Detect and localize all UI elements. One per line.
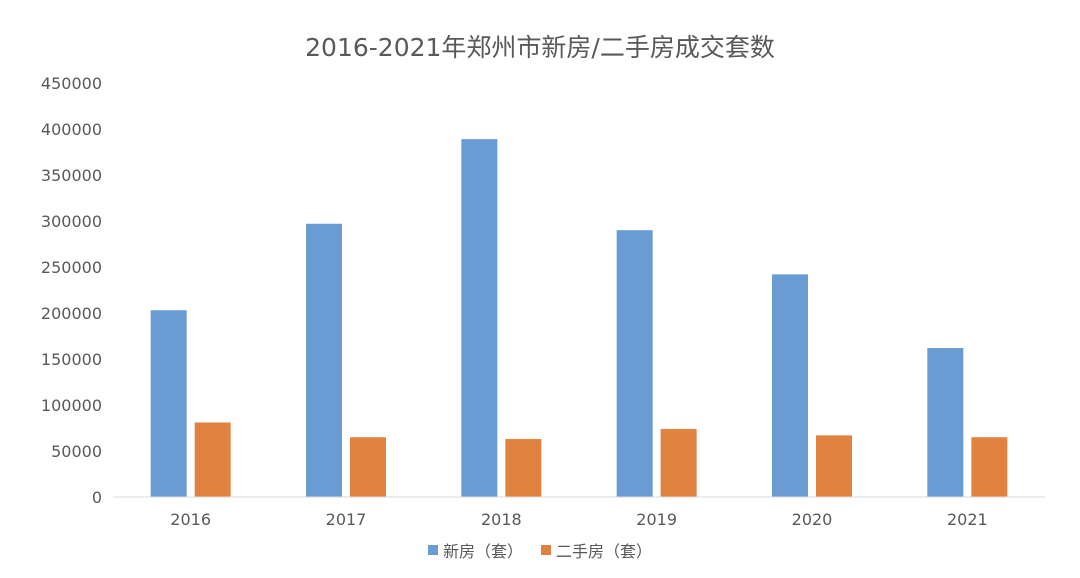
bar-second-hand-house-2018 (505, 439, 542, 497)
y-tick-label: 0 (92, 488, 102, 507)
bar-new-house-2018 (461, 139, 498, 497)
y-tick-label: 100000 (41, 396, 102, 415)
y-tick-label: 350000 (41, 166, 102, 185)
x-tick-label: 2019 (636, 510, 677, 529)
bar-second-hand-house-2021 (971, 437, 1008, 497)
y-tick-label: 200000 (41, 304, 102, 323)
y-tick-label: 250000 (41, 258, 102, 277)
x-tick-label: 2017 (326, 510, 367, 529)
x-tick-label: 2018 (481, 510, 522, 529)
legend-swatch (541, 545, 551, 555)
legend-swatch (427, 545, 438, 555)
bar-second-hand-house-2020 (816, 435, 852, 497)
y-axis-labels: 0 50000 100000 150000 200000 250000 300000 3500… (41, 74, 102, 507)
legend-label: 新房（套） (442, 542, 523, 561)
legend: 新房（套） 二手房（套） (0, 538, 1080, 562)
bar-new-house-2020 (772, 274, 808, 497)
bar-second-hand-house-2019 (660, 428, 697, 497)
y-tick-label: 400000 (41, 120, 102, 139)
bar-new-house-2019 (616, 230, 653, 497)
bar-second-hand-house-2016 (194, 422, 231, 497)
bar-new-house-2021 (927, 347, 964, 497)
x-tick-label: 2016 (170, 510, 211, 529)
chart-title: 2016-2021年郑州市新房/二手房成交套数 (305, 33, 775, 62)
legend-item: 新房（套） (427, 538, 523, 562)
bar-new-house-2017 (306, 223, 342, 497)
x-tick-label: 2020 (792, 510, 833, 529)
legend-label: 二手房（套） (556, 542, 653, 561)
x-axis-labels: 2016 2017 2018 2019 2020 2021 (170, 510, 987, 529)
legend-item: 二手房（套） (541, 538, 652, 562)
bars (150, 139, 1008, 497)
y-tick-label: 50000 (51, 442, 102, 461)
bar-new-house-2016 (150, 310, 187, 497)
bar-second-hand-house-2017 (350, 437, 386, 497)
x-tick-label: 2021 (947, 510, 988, 529)
y-tick-label: 150000 (41, 350, 102, 369)
y-tick-label: 300000 (41, 212, 102, 231)
y-tick-label: 450000 (41, 74, 102, 93)
